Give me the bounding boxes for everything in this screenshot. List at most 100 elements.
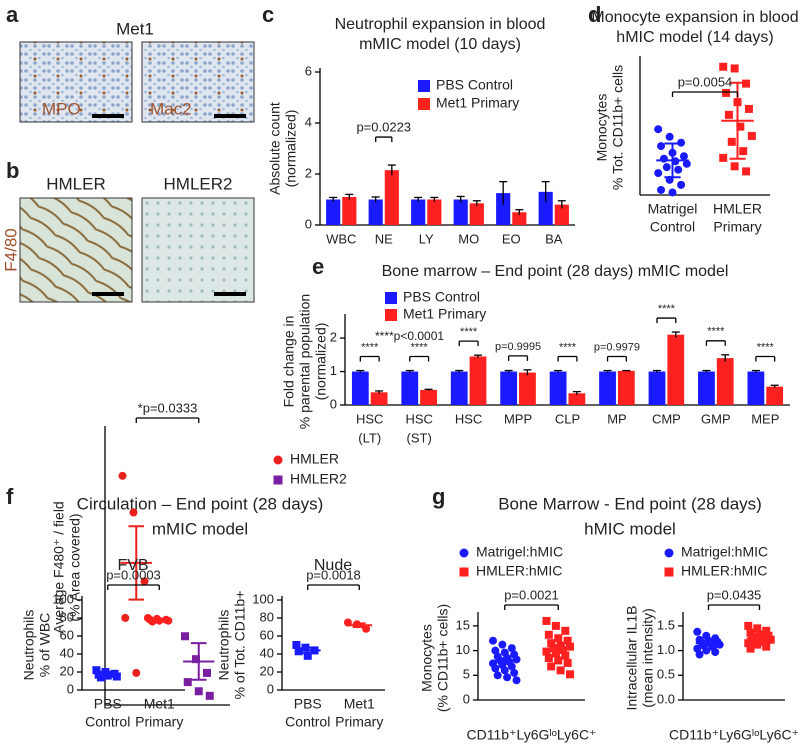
y-tick-label: 1.0 (657, 642, 675, 657)
point (547, 662, 556, 671)
legend-marker (664, 567, 674, 577)
y-axis-label: Monocytes (419, 624, 435, 692)
bar (496, 193, 511, 225)
bar (469, 356, 487, 405)
bar (453, 199, 468, 225)
point (112, 672, 121, 681)
point (719, 153, 728, 162)
point (695, 650, 704, 659)
bar (766, 386, 784, 405)
panel-title: Met1 (116, 19, 154, 38)
annotation: p=0.0223 (356, 120, 411, 135)
point (507, 644, 516, 653)
point (668, 188, 677, 197)
y-tick-label: 80 (260, 609, 274, 624)
point (679, 152, 688, 161)
chart-subtitle: mMIC model (10 days) (359, 36, 521, 53)
x-tick-label: Control (650, 219, 695, 235)
y-axis-label: Neutrophils (21, 610, 37, 681)
bar (401, 371, 419, 405)
legend-label: HMLER:hMIC (476, 563, 562, 579)
annotation: p=0.0435 (707, 587, 762, 602)
point (488, 636, 497, 645)
point (762, 626, 771, 635)
scale-bar (92, 292, 124, 296)
point (677, 138, 686, 147)
annotation: p=0.0018 (306, 567, 361, 582)
point (657, 185, 666, 194)
bar (568, 393, 586, 405)
bar (342, 196, 357, 225)
legend-swatch (385, 292, 397, 304)
x-tick-label: Matrigel (648, 201, 698, 217)
panel-a: a Met1 MPO Mac2 (6, 2, 255, 123)
point (118, 471, 127, 480)
y-axis-label: (normalized) (313, 323, 329, 401)
y-tick-label: 100 (52, 591, 74, 606)
y-tick-label: 0 (330, 396, 337, 411)
bar (500, 371, 518, 405)
x-tick-label: NE (375, 231, 393, 246)
x-tick-label: LY (419, 231, 434, 246)
legend-marker (459, 548, 469, 558)
legend-label: HMLER:hMIC (681, 563, 767, 579)
panel-subtitle: hMIC model (584, 519, 676, 538)
y-axis-label: (% Area covered) (67, 513, 83, 621)
y-axis-label: (normalized) (283, 110, 299, 188)
point (183, 678, 192, 687)
point (132, 668, 141, 677)
point (727, 137, 736, 146)
y-tick-label: 0.0 (657, 691, 675, 706)
y-tick-label: 10 (456, 642, 470, 657)
annotation: **** (460, 326, 478, 338)
annotation: **** (411, 341, 429, 353)
point (742, 167, 751, 176)
panel-letter: f (6, 484, 14, 509)
chart-subtitle: hMIC model (14 days) (616, 29, 773, 46)
bar (538, 191, 553, 225)
point (493, 671, 502, 680)
x-tick-label: Control (285, 714, 330, 730)
point (722, 88, 731, 97)
bar (326, 199, 341, 225)
bar (351, 371, 369, 405)
legend-label: Matrigel:hMIC (681, 544, 768, 560)
point (203, 668, 211, 677)
y-axis-label: Intracellular IL1B (624, 605, 640, 710)
point (544, 654, 553, 662)
y-tick-label: 1 (330, 363, 337, 378)
x-tick-label: MO (458, 231, 479, 246)
point (192, 655, 200, 664)
bar (617, 370, 635, 405)
legend-label: HMLER (290, 451, 339, 467)
panel-title: Circulation – End point (28 days) (77, 494, 324, 513)
legend-swatch (418, 98, 430, 110)
y-tick-label: 0 (267, 681, 274, 696)
bar (648, 371, 666, 405)
bar (427, 199, 442, 225)
legend-label: PBS Control (436, 77, 513, 93)
scale-bar (92, 114, 124, 118)
y-axis-label: Monocytes (594, 94, 610, 162)
point (682, 159, 691, 168)
annotation: p=0.9995 (495, 341, 541, 353)
y-tick-label: 40 (60, 645, 74, 660)
chart-title: FVB (117, 557, 148, 574)
bar (420, 389, 437, 405)
point (561, 626, 570, 635)
y-axis-label: Average F480⁺ / field (51, 501, 67, 633)
y-tick-label: 20 (60, 663, 74, 678)
point (292, 641, 301, 649)
point (746, 644, 755, 653)
point (744, 621, 753, 630)
stain-label: F4/80 (1, 228, 20, 271)
chart-title: Neutrophil expansion in blood (335, 16, 546, 33)
point (563, 658, 572, 667)
x-tick-label: MP (607, 411, 627, 426)
point (753, 640, 762, 649)
y-axis-label: % of Tot. CD11b+ (232, 591, 248, 700)
panel-letter: d (588, 2, 601, 27)
y-tick-label: 80 (60, 609, 74, 624)
x-tick-label: PBS (294, 696, 322, 712)
